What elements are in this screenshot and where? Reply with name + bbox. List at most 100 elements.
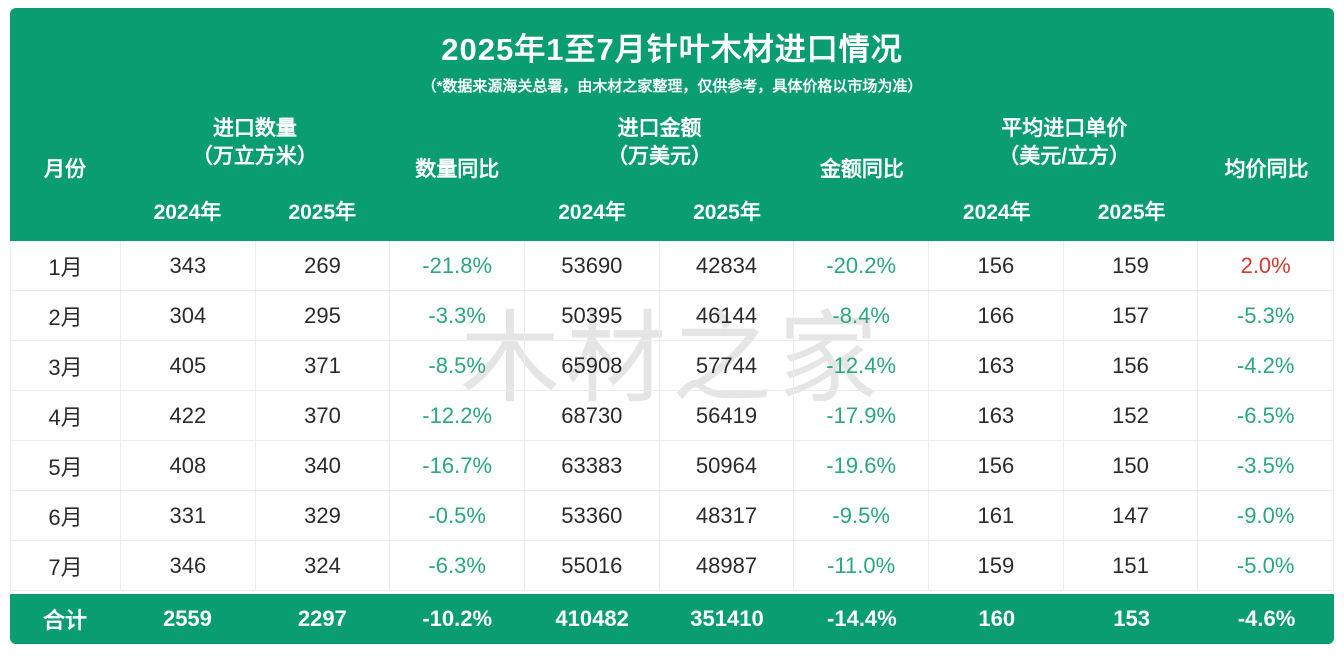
- cell-amt-2025: 46144: [660, 291, 795, 340]
- cell-amt-2025: 56419: [660, 391, 795, 440]
- cell-amt-yoy: -20.2%: [794, 241, 929, 290]
- table-total-row: 合计 2559 2297 -10.2% 410482 351410 -14.4%…: [10, 594, 1334, 644]
- cell-amt-2025: 48987: [660, 541, 795, 590]
- cell-qty-2025: 340: [256, 441, 391, 490]
- cell-amt-2025: 50964: [660, 441, 795, 490]
- cell-price-yoy: -6.5%: [1236, 402, 1295, 428]
- cell-month: 6月: [11, 491, 121, 540]
- cell-qty-yoy: -0.5%: [390, 491, 525, 540]
- col-header-amount-yoy: 金额同比: [819, 157, 904, 181]
- cell-month: 7月: [11, 541, 121, 590]
- col-header-price-yoy: 均价同比: [1224, 157, 1309, 181]
- total-qty-2024: 2559: [162, 606, 212, 631]
- table-row-jan: 1月 343 269 -21.8% 53690 42834 -20.2% 156…: [11, 241, 1333, 291]
- cell-price-2024: 156: [929, 441, 1064, 490]
- cell-qty-yoy: -8.5%: [390, 341, 525, 390]
- cell-price-2024: 161: [929, 491, 1064, 540]
- cell-amt-yoy: -11.0%: [794, 541, 929, 590]
- cell-qty-2024: 331: [121, 491, 256, 540]
- col-header-price-2024: 2024年: [962, 200, 1031, 224]
- cell-amt-2024: 55016: [525, 541, 660, 590]
- amount-group-unit: （万美元）: [607, 145, 713, 168]
- cell-qty-2024: 304: [121, 291, 256, 340]
- cell-price-2025: 151: [1064, 541, 1199, 590]
- table-row-may: 5月 408 340 -16.7% 63383 50964 -19.6% 156…: [11, 441, 1333, 491]
- cell-qty-2025: 295: [256, 291, 391, 340]
- amount-group-label: 进口金额: [617, 117, 702, 140]
- cell-month: 5月: [11, 441, 121, 490]
- cell-qty-2024: 343: [121, 241, 256, 290]
- col-header-amt-2025: 2025年: [693, 200, 761, 224]
- cell-qty-2025: 329: [256, 491, 391, 540]
- cell-qty-2024: 408: [121, 441, 256, 490]
- cell-price-yoy: -9.0%: [1236, 502, 1295, 528]
- cell-price-2025: 156: [1064, 341, 1199, 390]
- cell-price-2024: 163: [929, 391, 1064, 440]
- cell-month: 2月: [11, 291, 121, 340]
- col-header-qty-2024: 2024年: [153, 200, 222, 224]
- cell-price-yoy: -5.3%: [1236, 302, 1295, 328]
- total-price-yoy: -4.6%: [1237, 606, 1296, 631]
- cell-qty-yoy: -21.8%: [390, 241, 525, 290]
- table-header: 月份 进口数量 （万立方米） 数量同比 进口金额 （万美元） 金额同比 平均进口…: [10, 100, 1334, 239]
- col-header-amt-2024: 2024年: [558, 200, 626, 224]
- total-label: 合计: [42, 608, 87, 633]
- cell-qty-yoy: -16.7%: [390, 441, 525, 490]
- cell-month: 3月: [11, 341, 121, 390]
- quantity-group-label: 进口数量: [212, 117, 297, 140]
- cell-price-2025: 147: [1064, 491, 1199, 540]
- cell-price-yoy: -4.2%: [1236, 352, 1295, 378]
- cell-qty-yoy: -12.2%: [390, 391, 525, 440]
- cell-amt-yoy: -17.9%: [794, 391, 929, 440]
- cell-amt-yoy: -8.4%: [794, 291, 929, 340]
- total-qty-2025: 2297: [297, 606, 347, 631]
- table-row-feb: 2月 304 295 -3.3% 50395 46144 -8.4% 166 1…: [11, 291, 1333, 341]
- cell-price-2025: 159: [1064, 241, 1199, 290]
- cell-qty-2025: 370: [256, 391, 391, 440]
- cell-amt-2024: 53690: [525, 241, 660, 290]
- page-subtitle: （*数据来源海关总署，由木材之家整理，仅供参考，具体价格以市场为准）: [421, 78, 923, 95]
- watermark: 木材之家: [460, 303, 884, 415]
- table-body: 木材之家 1月 343 269 -21.8% 53690 42834 -20.2…: [10, 241, 1334, 591]
- cell-amt-yoy: -12.4%: [794, 341, 929, 390]
- cell-amt-2024: 68730: [525, 391, 660, 440]
- cell-qty-yoy: -6.3%: [390, 541, 525, 590]
- col-header-price-group: 平均进口单价 （美元/立方）: [929, 100, 1199, 186]
- cell-price-2024: 163: [929, 341, 1064, 390]
- cell-price-2024: 159: [929, 541, 1064, 590]
- table-row-mar: 3月 405 371 -8.5% 65908 57744 -12.4% 163 …: [11, 341, 1333, 391]
- cell-month: 1月: [11, 241, 121, 290]
- cell-price-2024: 156: [929, 241, 1064, 290]
- total-price-2025: 153: [1113, 606, 1151, 631]
- col-header-quantity-yoy: 数量同比: [415, 157, 500, 181]
- table-row-jun: 6月 331 329 -0.5% 53360 48317 -9.5% 161 1…: [11, 491, 1333, 541]
- page-title: 2025年1至7月针叶木材进口情况: [441, 32, 903, 67]
- price-group-label: 平均进口单价: [1001, 117, 1128, 140]
- cell-amt-yoy: -19.6%: [794, 441, 929, 490]
- report-header: 2025年1至7月针叶木材进口情况 （*数据来源海关总署，由木材之家整理，仅供参…: [10, 8, 1334, 241]
- cell-price-yoy: -3.5%: [1236, 452, 1295, 478]
- col-header-month: 月份: [44, 157, 86, 181]
- table-row-apr: 4月 422 370 -12.2% 68730 56419 -17.9% 163…: [11, 391, 1333, 441]
- total-price-2024: 160: [978, 606, 1016, 631]
- quantity-group-unit: （万立方米）: [191, 145, 318, 168]
- cell-amt-2025: 42834: [660, 241, 795, 290]
- col-header-quantity-group: 进口数量 （万立方米）: [120, 100, 390, 186]
- cell-price-2025: 150: [1064, 441, 1199, 490]
- cell-amt-2024: 53360: [525, 491, 660, 540]
- total-amt-2024: 410482: [555, 606, 629, 631]
- cell-qty-yoy: -3.3%: [390, 291, 525, 340]
- import-report-card: 2025年1至7月针叶木材进口情况 （*数据来源海关总署，由木材之家整理，仅供参…: [10, 8, 1334, 644]
- cell-qty-2024: 422: [121, 391, 256, 440]
- cell-price-2025: 157: [1064, 291, 1199, 340]
- total-qty-yoy: -10.2%: [422, 606, 493, 631]
- cell-qty-2024: 405: [121, 341, 256, 390]
- cell-qty-2025: 371: [256, 341, 391, 390]
- cell-qty-2025: 324: [256, 541, 391, 590]
- price-group-unit: （美元/立方）: [998, 145, 1131, 168]
- cell-amt-2025: 57744: [660, 341, 795, 390]
- total-amt-yoy: -14.4%: [827, 606, 897, 631]
- cell-price-yoy: 2.0%: [1240, 252, 1291, 278]
- cell-price-yoy: -5.0%: [1236, 552, 1295, 578]
- cell-qty-2025: 269: [256, 241, 391, 290]
